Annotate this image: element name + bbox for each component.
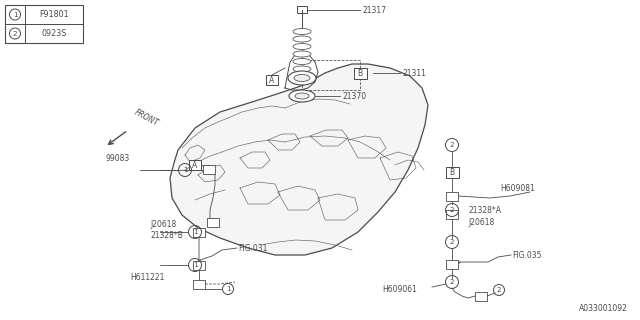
Text: B: B: [357, 68, 363, 77]
FancyBboxPatch shape: [193, 280, 205, 289]
Text: FRONT: FRONT: [133, 108, 160, 128]
Text: 2: 2: [450, 239, 454, 245]
Text: A033001092: A033001092: [579, 304, 628, 313]
Text: 1: 1: [226, 286, 230, 292]
FancyBboxPatch shape: [207, 218, 219, 227]
Ellipse shape: [293, 59, 311, 65]
FancyBboxPatch shape: [475, 292, 487, 301]
Text: 99083: 99083: [105, 154, 129, 163]
Text: 2: 2: [497, 287, 501, 293]
Ellipse shape: [293, 44, 311, 50]
FancyBboxPatch shape: [203, 165, 215, 174]
FancyBboxPatch shape: [193, 261, 205, 270]
Ellipse shape: [288, 71, 316, 85]
Ellipse shape: [295, 93, 309, 99]
Text: 2: 2: [450, 279, 454, 285]
Ellipse shape: [293, 51, 311, 57]
Text: H609061: H609061: [382, 285, 417, 294]
FancyBboxPatch shape: [445, 166, 458, 178]
Text: J20618: J20618: [150, 220, 176, 228]
Text: 21328*A: 21328*A: [468, 205, 501, 214]
Text: 21317: 21317: [362, 5, 386, 14]
Text: H611221: H611221: [130, 274, 164, 283]
FancyBboxPatch shape: [189, 160, 201, 170]
Text: 21328*B: 21328*B: [150, 230, 183, 239]
Ellipse shape: [293, 28, 311, 35]
Text: FIG.031: FIG.031: [238, 244, 268, 252]
Text: 21370: 21370: [342, 92, 366, 100]
Text: 2: 2: [450, 142, 454, 148]
Text: 1: 1: [193, 229, 197, 235]
Text: 1: 1: [193, 262, 197, 268]
Ellipse shape: [293, 66, 311, 72]
FancyBboxPatch shape: [266, 75, 278, 85]
FancyBboxPatch shape: [297, 6, 307, 13]
FancyBboxPatch shape: [446, 260, 458, 269]
Text: F91801: F91801: [39, 10, 69, 19]
Ellipse shape: [293, 36, 311, 42]
Text: H609081: H609081: [500, 183, 535, 193]
FancyBboxPatch shape: [446, 210, 458, 219]
FancyBboxPatch shape: [193, 228, 205, 237]
Ellipse shape: [289, 90, 315, 102]
FancyBboxPatch shape: [353, 68, 367, 78]
Text: 0923S: 0923S: [42, 29, 67, 38]
Text: A: A: [193, 161, 198, 170]
FancyBboxPatch shape: [446, 192, 458, 201]
Text: 2: 2: [13, 30, 17, 36]
Text: B: B: [449, 167, 454, 177]
Text: J20618: J20618: [468, 218, 494, 227]
FancyBboxPatch shape: [5, 5, 83, 43]
Text: FIG.035: FIG.035: [512, 251, 541, 260]
Text: 21311: 21311: [402, 68, 426, 77]
Ellipse shape: [294, 75, 310, 82]
Text: 2: 2: [450, 207, 454, 213]
Text: 1: 1: [182, 167, 188, 173]
Text: 1: 1: [13, 12, 17, 18]
Text: A: A: [269, 76, 275, 84]
Polygon shape: [170, 64, 428, 255]
